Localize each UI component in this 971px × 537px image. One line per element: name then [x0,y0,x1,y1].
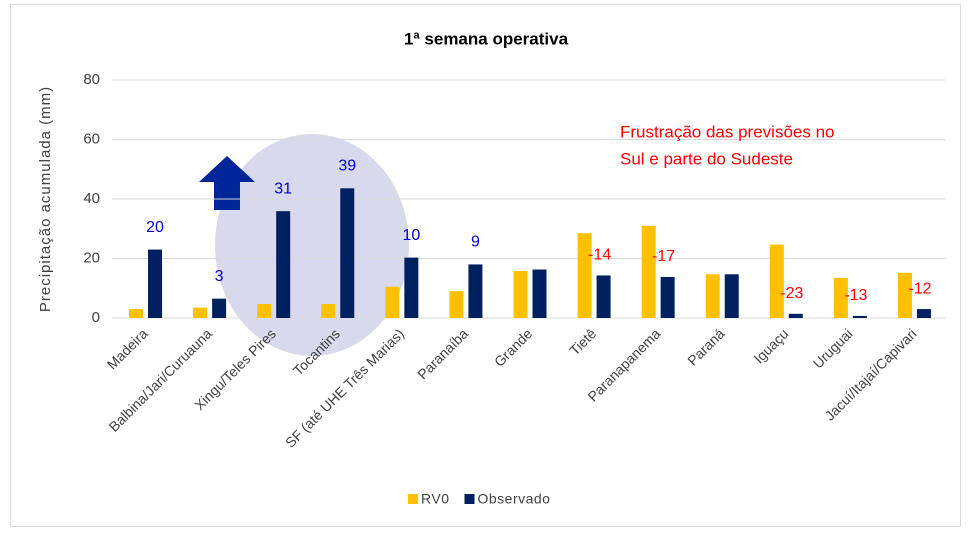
difference-label: -12 [908,280,931,297]
legend-swatch [408,494,418,504]
annotation: Frustração das previsões no [620,122,835,141]
bar [321,304,336,318]
y-tick-label: 80 [83,71,100,88]
bar [788,313,803,318]
bar [724,274,739,318]
annotation: Sul e parte do Sudeste [620,149,793,168]
bar [148,249,163,318]
difference-label: 9 [471,234,480,251]
legend-label: RV0 [421,491,449,507]
bar [193,307,208,318]
difference-label: 3 [215,268,224,285]
bar [660,276,675,318]
bar [532,269,547,318]
bar [340,188,355,318]
difference-label: -23 [780,285,803,302]
bar [385,286,400,318]
bar [212,298,227,318]
legend-label: Observado [477,491,550,507]
difference-label: 10 [402,227,420,244]
bar [769,244,784,318]
difference-label: -13 [844,287,867,304]
bar [596,275,611,318]
bar [577,233,592,318]
bar [641,225,656,318]
bar [257,304,272,318]
bar [916,309,931,318]
y-axis-label: Precipitação acumulada (mm) [37,86,54,312]
bar [449,291,464,318]
bar [513,270,528,318]
difference-label: 31 [274,180,292,197]
difference-label: -17 [652,248,675,265]
difference-label: 39 [338,158,356,175]
bar [833,277,848,318]
bar [897,272,912,318]
chart-title: 1ª semana operativa [404,29,569,48]
bar [705,274,720,318]
y-tick-label: 0 [92,309,100,326]
legend-swatch [464,494,475,504]
y-tick-label: 20 [83,249,100,266]
bar [276,211,291,318]
up-arrow [199,156,255,210]
y-tick-label: 60 [83,130,100,147]
y-tick-label: 40 [83,190,100,207]
bar [404,257,419,318]
bar [468,264,483,318]
difference-label: -14 [588,247,611,264]
bar [852,315,867,318]
chart-frame [10,4,961,527]
bar [129,309,144,318]
highlight-ellipse [215,134,409,356]
difference-label: 20 [146,219,164,236]
